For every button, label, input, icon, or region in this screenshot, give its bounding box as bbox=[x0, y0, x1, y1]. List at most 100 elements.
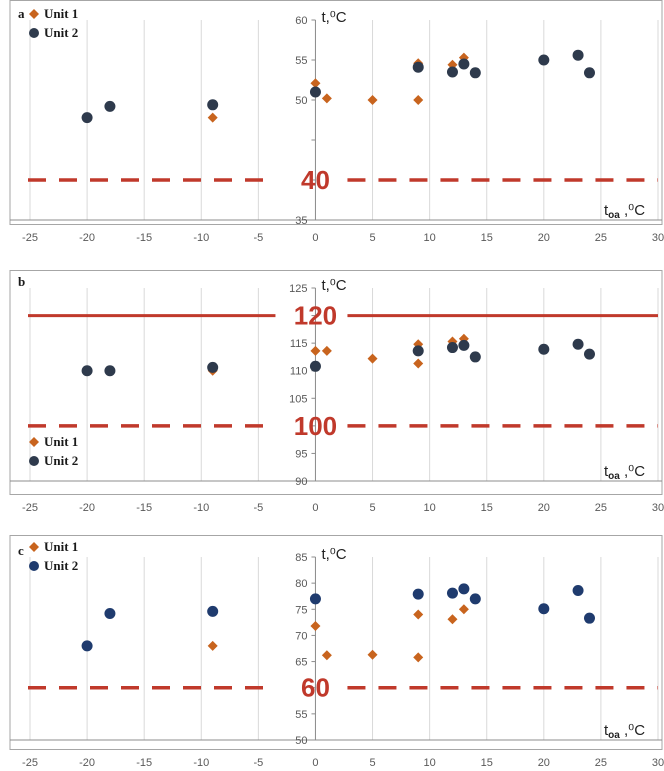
data-point-unit-2 bbox=[104, 100, 116, 112]
chart-panel-c: 50 55 65 70 75 80 85 -25 -20 -15 -10 -5 0 5 10 15 20 25 30… bbox=[9, 535, 664, 769]
chart-panel-a: 35 50 55 60 -25 -20 -15 -10 -5 0 5 10 15 20 25 30 40 Unit… bbox=[9, 0, 664, 244]
y-tick-label: 80 bbox=[295, 578, 307, 590]
data-point-unit-2 bbox=[81, 640, 93, 652]
x-tick-label: 25 bbox=[595, 502, 607, 514]
x-tick-label: 5 bbox=[369, 502, 375, 514]
data-point-unit-2 bbox=[572, 338, 584, 350]
data-point-unit-2 bbox=[446, 66, 458, 78]
data-point-unit-1 bbox=[207, 640, 218, 651]
x-tick-label: 15 bbox=[481, 757, 493, 769]
y-axis-title: t,⁰C bbox=[321, 277, 346, 294]
panel-label: b bbox=[18, 274, 25, 289]
x-tick-label: -20 bbox=[79, 757, 95, 769]
x-tick-label: 15 bbox=[481, 232, 493, 244]
data-point-unit-1 bbox=[458, 333, 469, 344]
y-axis-title: t,⁰C bbox=[321, 546, 346, 563]
x-tick-label: -10 bbox=[193, 757, 209, 769]
x-tick-label: 20 bbox=[538, 757, 550, 769]
x-tick-label: -5 bbox=[253, 757, 263, 769]
x-tick-label: 0 bbox=[312, 757, 318, 769]
data-point-unit-2 bbox=[572, 584, 584, 596]
data-point-unit-2 bbox=[309, 86, 321, 98]
data-point-unit-1 bbox=[310, 621, 321, 632]
x-tick-label: 20 bbox=[538, 232, 550, 244]
x-tick-label: -25 bbox=[22, 502, 38, 514]
data-point-unit-2 bbox=[458, 58, 470, 70]
data-point-unit-1 bbox=[413, 339, 424, 350]
data-point-unit-1 bbox=[367, 649, 378, 660]
y-tick-label: 110 bbox=[290, 366, 308, 378]
legend-label: Unit 1 bbox=[44, 434, 78, 449]
data-point-unit-2 bbox=[207, 99, 219, 111]
y-tick-label: 85 bbox=[295, 552, 307, 564]
x-tick-label: -10 bbox=[193, 502, 209, 514]
y-tick-label: 55 bbox=[295, 709, 307, 721]
x-tick-label: 15 bbox=[481, 502, 493, 514]
data-point-unit-2 bbox=[81, 112, 93, 124]
data-point-unit-1 bbox=[413, 95, 424, 105]
data-point-unit-2 bbox=[207, 361, 219, 373]
legend-label: Unit 2 bbox=[44, 453, 78, 468]
data-point-unit-2 bbox=[538, 54, 550, 66]
x-tick-label: 5 bbox=[369, 757, 375, 769]
data-point-unit-1 bbox=[367, 353, 378, 364]
data-point-unit-2 bbox=[469, 351, 481, 363]
legend-marker-unit-2 bbox=[29, 561, 39, 571]
panel-label: c bbox=[18, 543, 24, 558]
data-point-unit-1 bbox=[321, 650, 332, 661]
data-point-unit-2 bbox=[207, 605, 219, 617]
x-tick-label: 10 bbox=[424, 232, 436, 244]
data-point-unit-2 bbox=[104, 607, 116, 619]
y-axis-title: t,⁰C bbox=[321, 9, 346, 26]
x-tick-label: 25 bbox=[595, 232, 607, 244]
x-axis-title: toa ,⁰C bbox=[604, 463, 645, 482]
data-point-unit-2 bbox=[583, 348, 595, 360]
data-point-unit-2 bbox=[446, 342, 458, 354]
reference-line-label: 120 bbox=[294, 301, 337, 331]
data-point-unit-1 bbox=[413, 609, 424, 620]
y-tick-label: 115 bbox=[290, 338, 308, 350]
x-tick-label: -25 bbox=[22, 232, 38, 244]
y-tick-label: 70 bbox=[295, 630, 307, 642]
data-point-unit-1 bbox=[207, 112, 218, 123]
data-point-unit-1 bbox=[321, 345, 332, 356]
x-tick-label: -15 bbox=[136, 502, 152, 514]
reference-line-label: 40 bbox=[301, 165, 330, 195]
legend-label: Unit 1 bbox=[44, 539, 78, 554]
chart-frame bbox=[9, 535, 663, 750]
data-point-unit-2 bbox=[583, 612, 595, 624]
data-point-unit-1 bbox=[458, 604, 469, 615]
y-tick-label: 90 bbox=[295, 476, 307, 488]
panel-label: a bbox=[18, 6, 25, 21]
legend-label: Unit 1 bbox=[44, 6, 78, 21]
data-point-unit-2 bbox=[469, 67, 481, 79]
legend-marker-unit-1 bbox=[29, 542, 39, 552]
x-tick-label: -10 bbox=[193, 232, 209, 244]
data-point-unit-2 bbox=[458, 583, 470, 595]
x-tick-label: -5 bbox=[253, 232, 263, 244]
data-point-unit-2 bbox=[572, 49, 584, 61]
legend-marker-unit-2 bbox=[29, 28, 39, 38]
y-tick-label: 55 bbox=[295, 55, 307, 67]
data-point-unit-2 bbox=[446, 587, 458, 599]
legend-label: Unit 2 bbox=[44, 25, 78, 40]
data-point-unit-2 bbox=[458, 339, 470, 351]
y-tick-label: 125 bbox=[289, 283, 307, 295]
legend-marker-unit-1 bbox=[29, 437, 39, 447]
x-tick-label: 0 bbox=[312, 232, 318, 244]
data-point-unit-2 bbox=[309, 360, 321, 372]
data-point-unit-1 bbox=[413, 652, 424, 663]
data-point-unit-2 bbox=[104, 365, 116, 377]
x-tick-label: -15 bbox=[136, 757, 152, 769]
x-axis-title: toa ,⁰C bbox=[604, 202, 645, 221]
data-point-unit-2 bbox=[412, 345, 424, 357]
y-tick-label: 95 bbox=[295, 448, 307, 460]
x-axis-title: toa ,⁰C bbox=[604, 722, 645, 741]
x-tick-label: -20 bbox=[79, 502, 95, 514]
y-tick-label: 50 bbox=[295, 735, 307, 747]
data-point-unit-2 bbox=[538, 343, 550, 355]
legend-marker-unit-2 bbox=[29, 456, 39, 466]
x-tick-label: 0 bbox=[312, 502, 318, 514]
data-point-unit-1 bbox=[447, 336, 458, 347]
x-tick-label: -5 bbox=[253, 502, 263, 514]
